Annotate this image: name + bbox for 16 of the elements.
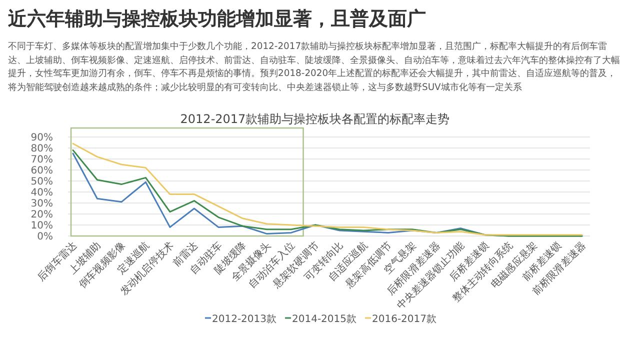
y-tick-label: 40% [30,188,53,198]
y-tick-label: 20% [30,210,53,220]
legend-label: 2012-2013款 [212,314,277,325]
chart-title: 近六年辅助与操控板块功能增加显著，且普及面广 [8,7,426,32]
legend-label: 2014-2015款 [292,314,357,325]
text: 2012-2017款辅助与操控板块各配置的标配率走势 [180,112,450,126]
legend-label: 2016-2017款 [372,314,437,325]
y-tick-label: 30% [30,198,53,210]
y-tick-label: 10% [30,220,53,232]
y-tick-label: 80% [30,144,53,154]
y-tick-label: 60% [30,166,53,176]
chart-subtitle: 不同于车灯、多媒体等板块的配置增加集中于少数几个功能，2012-2017款辅助与操控板块标配率增加显著，且范围广，标配率大幅提升的有后倒车雷达、上坡辅助、倒车视频影像、定速巡航、启停技术、前雷达、自动驻车、陡坡缓降、全景摄像头、自动泊车等，意味着过去六年汽车的整体操控有了大幅提升，女性驾车更加游刃有余，倒车、停车不再是烦恼的事情。预判2018-2020年上述配置的标配率还会大幅提升，其中前雷达、自适应巡航等的普及，将为智能驾驶创造越来越成熟的条件；减少比较明显的有可变转向比、中央差速器锁止等，这与多数越野SUV城市化等有一定关系 [8,40,620,94]
y-tick-label: 70% [30,154,53,166]
y-tick-label: 90% [30,132,53,144]
y-tick-label: 0% [37,232,53,242]
y-tick-label: 50% [30,176,53,188]
